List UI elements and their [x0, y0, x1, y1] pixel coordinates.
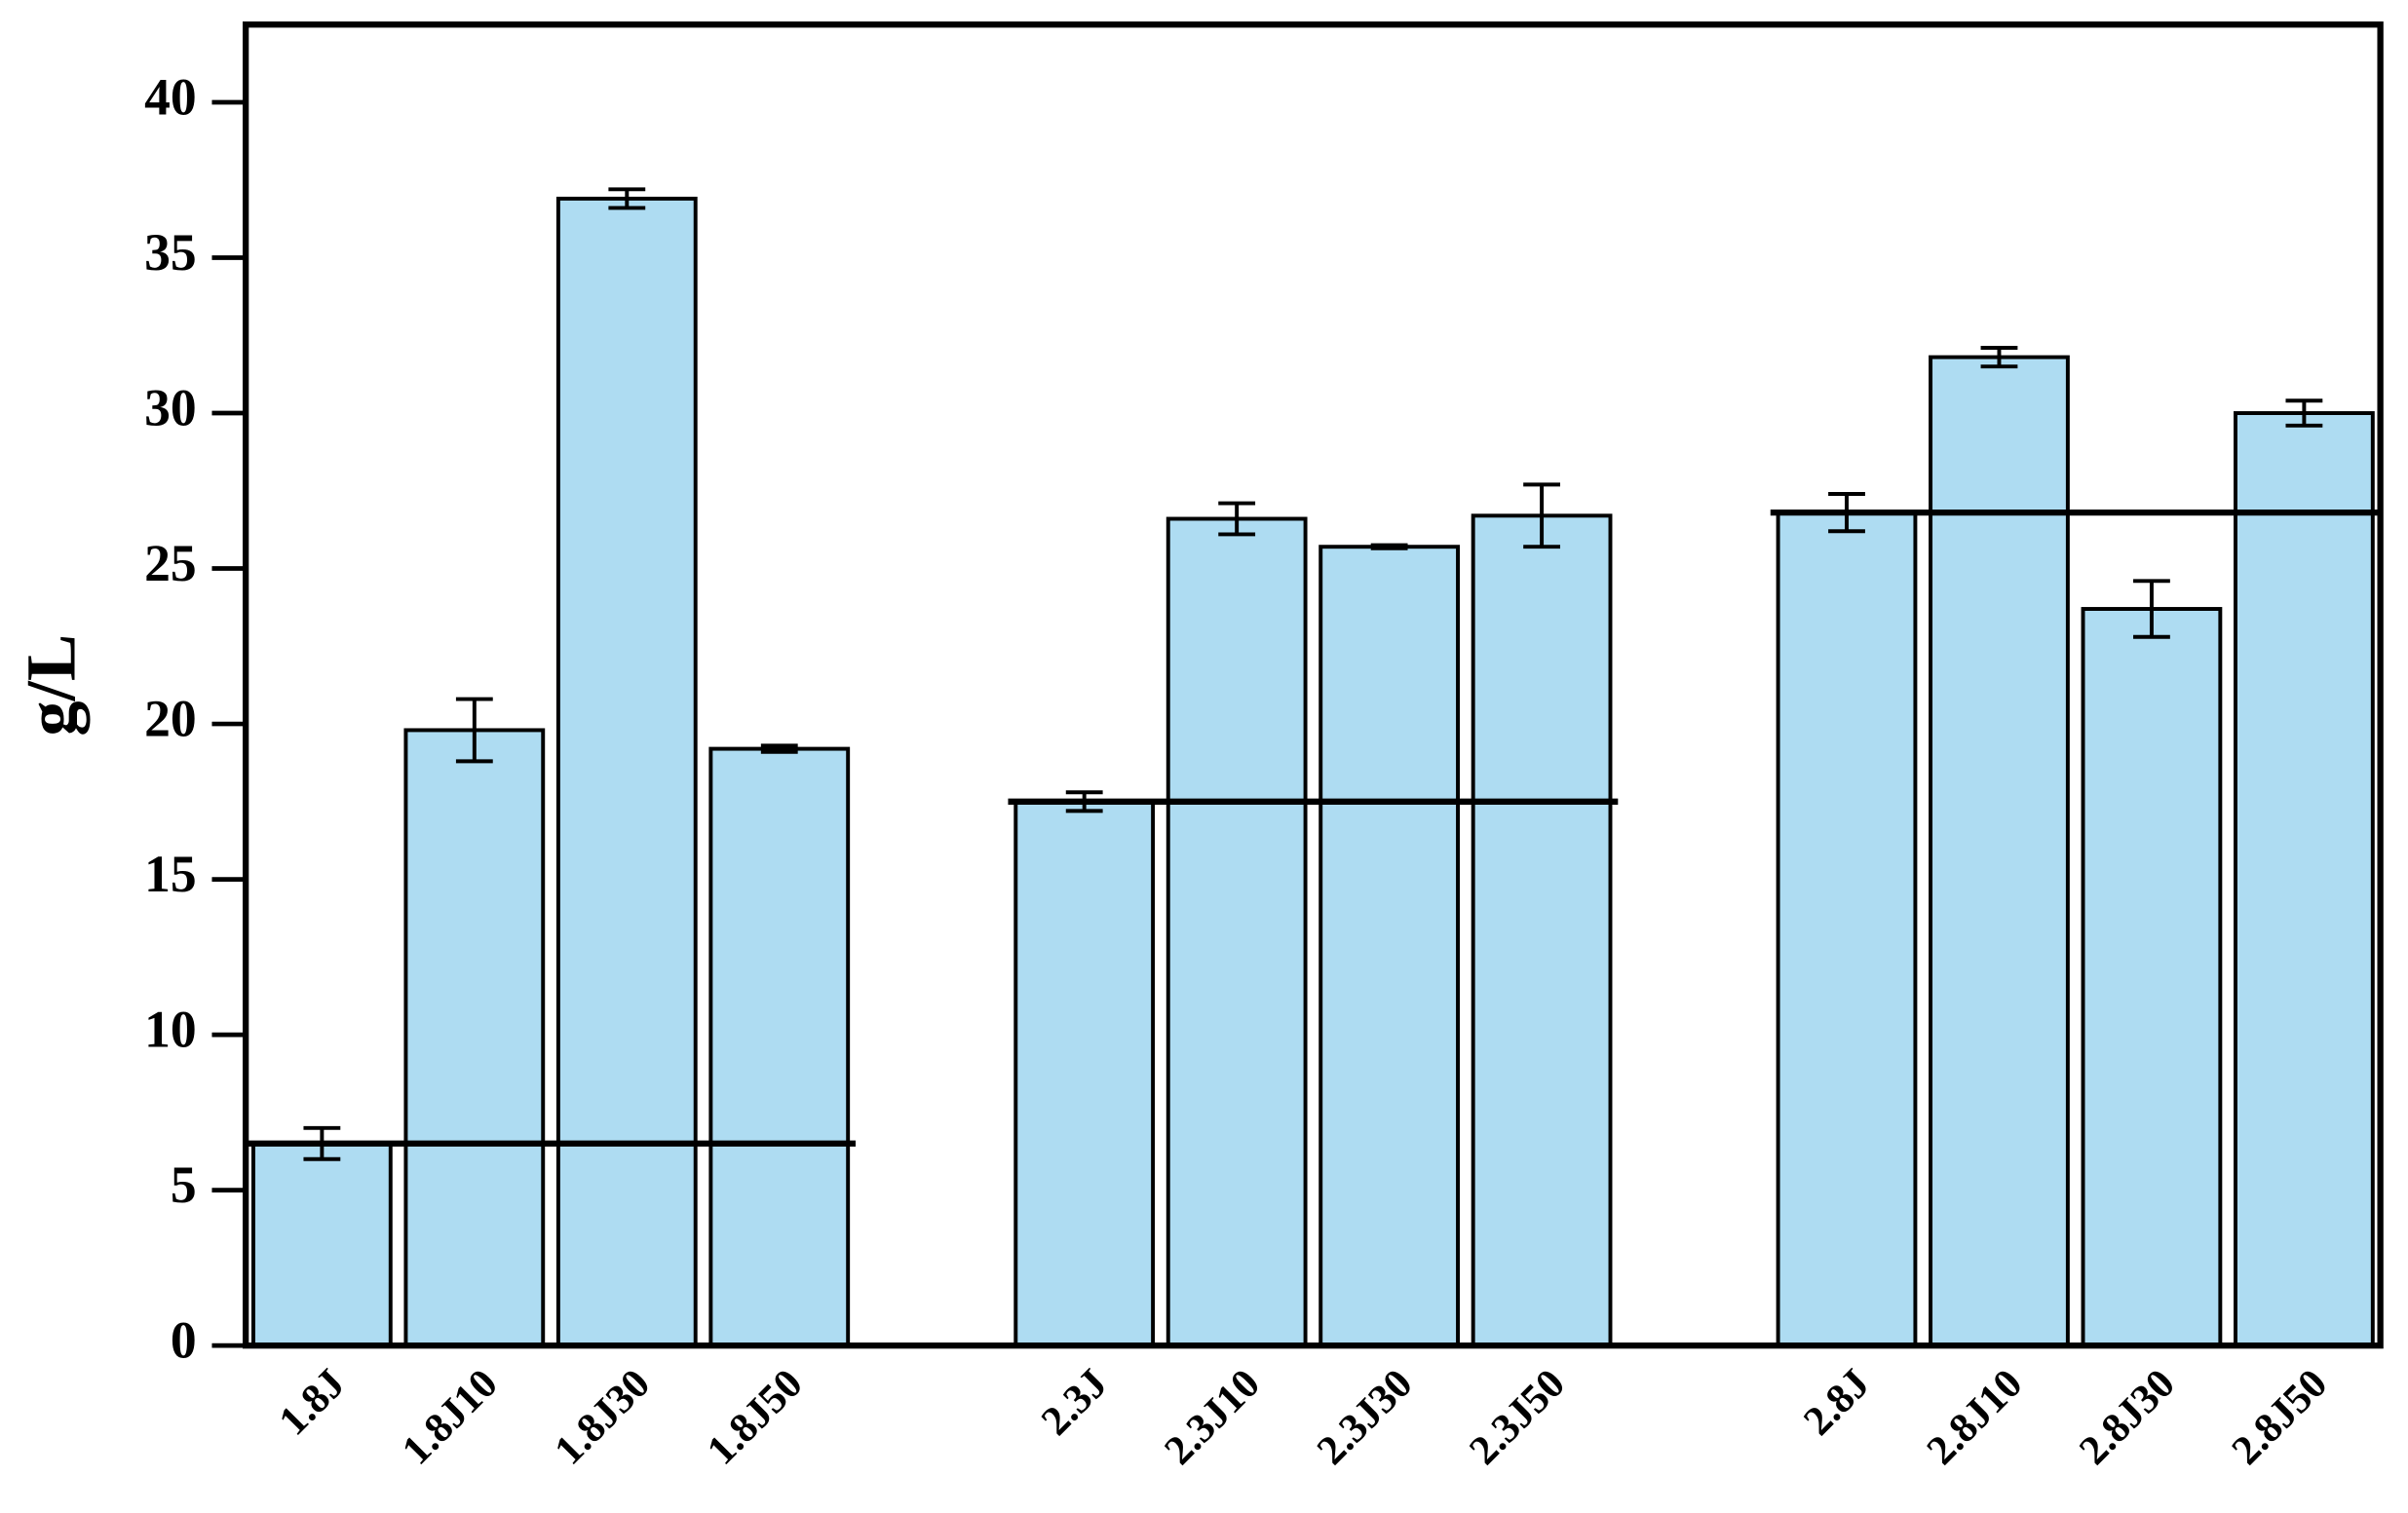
x-tick-label: 2.3J10: [1156, 1361, 1269, 1474]
x-tick-label: 1.8J30: [546, 1361, 659, 1474]
x-tick-label: 2.3J30: [1309, 1361, 1422, 1474]
y-tick-label: 5: [171, 1155, 197, 1214]
error-bar: [1980, 346, 2018, 369]
error-bar: [1523, 482, 1560, 549]
y-tick-label: 0: [171, 1310, 197, 1369]
y-tick-label: 35: [144, 223, 197, 282]
x-tick-label: 2.3J50: [1461, 1361, 1574, 1474]
x-tick-label: 2.8J10: [1918, 1361, 2031, 1474]
error-bar: [2133, 579, 2170, 639]
plot-frame: [242, 21, 2384, 1349]
x-tick-label: 1.8J50: [699, 1361, 812, 1474]
bar: [2081, 607, 2223, 1348]
error-bar: [455, 697, 493, 764]
bar: [403, 728, 546, 1348]
bar: [1319, 545, 1460, 1348]
y-tick-label: 15: [144, 845, 197, 903]
y-tick-label: 20: [144, 689, 197, 747]
bar: [1929, 355, 2070, 1348]
error-bar: [1218, 501, 1256, 537]
bar: [1471, 513, 1613, 1348]
bar: [555, 196, 698, 1348]
y-tick-label: 10: [144, 1000, 197, 1058]
error-bar: [2285, 398, 2323, 428]
x-tick-label: 1.8J: [270, 1361, 354, 1445]
x-tick-label: 2.8J: [1795, 1361, 1879, 1445]
error-bar: [1370, 543, 1408, 550]
y-axis-label: g/L: [12, 634, 91, 737]
x-tick-label: 2.8J50: [2223, 1361, 2336, 1474]
x-tick-label: 2.3J: [1033, 1361, 1117, 1445]
bar: [2234, 411, 2375, 1348]
x-tick-label: 1.8J10: [394, 1361, 507, 1474]
error-bar: [608, 187, 646, 210]
bar: [250, 1141, 393, 1348]
bar: [708, 746, 851, 1348]
y-tick-label: 40: [144, 67, 197, 126]
bar: [1166, 516, 1308, 1348]
y-tick-label: 30: [144, 378, 197, 436]
bar: [1013, 799, 1156, 1348]
x-tick-label: 2.8J30: [2071, 1361, 2184, 1474]
error-bar: [760, 743, 798, 754]
y-tick-label: 25: [144, 534, 197, 592]
bar: [1776, 511, 1918, 1348]
